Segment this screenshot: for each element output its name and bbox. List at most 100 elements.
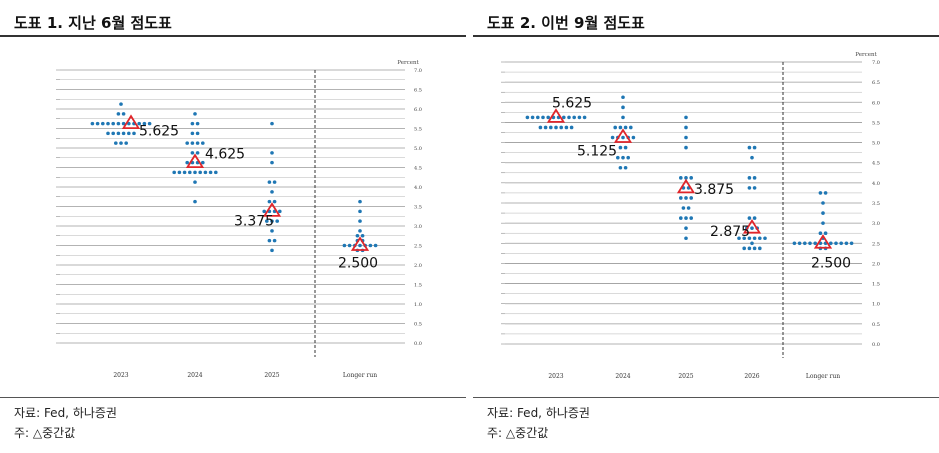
dot [618,165,623,170]
medians: 5.625 4.625 3.375 2.500 [121,114,378,272]
dot [681,206,686,210]
dot [132,131,136,136]
dot [543,125,548,130]
y-tick-label: 1.0 [872,302,880,308]
dot [190,141,195,145]
x-category-label: Longer run [806,373,840,380]
dot [679,216,683,220]
dot [559,125,563,130]
gridlines [56,69,405,344]
y-tick-label: 7.0 [414,68,422,74]
dot [116,112,121,116]
dot [623,125,628,130]
dot [572,115,576,120]
y-tick-label: 4.5 [414,166,422,172]
dot [193,170,197,175]
dot [111,121,115,126]
dot [355,233,360,238]
dot [689,196,693,200]
dot [106,131,110,136]
dot [686,206,691,210]
dot [752,236,757,241]
dot [752,145,757,150]
y-axis-label: Percent [855,52,877,58]
dot [684,115,688,120]
dot [360,233,365,238]
x-category-label: 2023 [113,372,128,379]
dot [90,121,95,126]
x-category-label: 2023 [548,373,563,380]
dot [684,135,688,140]
dot [569,125,574,130]
source-rule [0,397,466,398]
dot [538,125,543,130]
median-triangle [350,236,370,251]
dot [358,243,362,248]
dot [190,121,195,126]
dot [101,121,105,126]
dot [750,155,754,160]
y-tick-label: 3.5 [872,201,880,207]
dot [679,196,683,200]
median-triangle [813,234,833,249]
dot [839,241,843,246]
y-tick-label: 2.0 [414,263,422,269]
dot [621,105,625,110]
dots [525,95,854,251]
dot [747,216,752,220]
y-tick-label: 3.0 [872,221,880,227]
dot [758,236,762,241]
dot [272,238,277,243]
panel-title: 도표 1. 지난 6월 점도표 [14,14,172,32]
y-tick-label: 3.5 [414,205,422,211]
dot [554,125,558,130]
dot [95,121,100,126]
dot [525,115,530,120]
dot [750,226,754,230]
dot [546,115,550,120]
dot [270,248,274,253]
x-category-label: 2024 [615,373,630,380]
dot [119,141,123,145]
dot [185,141,189,145]
dot [137,121,141,126]
note-text: 주: △중간값 [487,426,549,440]
dot [270,229,274,233]
dot [106,121,110,126]
dot [373,243,378,248]
y-tick-label: 0.5 [872,322,880,328]
dot [198,170,202,175]
dot [195,131,200,136]
dot [626,155,630,160]
dot [124,141,128,145]
y-tick-label: 6.0 [872,100,880,106]
y-tick-label: 4.0 [872,181,880,187]
y-tick-label: 5.0 [872,141,880,147]
dot [193,112,197,116]
dot [747,186,752,190]
note-text: 주: △중간값 [14,426,76,440]
dots [90,102,378,253]
dot [358,209,362,214]
dot [272,180,277,184]
dot [358,229,362,233]
dot [270,219,274,223]
dot [621,155,625,160]
dot [689,216,693,220]
dot [821,221,825,225]
x-category-label: 2024 [187,372,202,379]
dot [684,216,688,220]
dot [747,176,752,180]
dot [119,102,123,106]
dot [747,236,752,241]
median-triangle [613,128,633,143]
dot [214,170,218,175]
dot [265,219,269,223]
y-tick-label: 5.5 [414,127,422,133]
dot [188,170,192,175]
dot [742,246,746,251]
y-tick-label: 0.0 [872,342,880,348]
median-label: 2.875 [710,224,750,240]
dot [684,125,688,130]
y-tick-label: 4.0 [414,185,422,191]
